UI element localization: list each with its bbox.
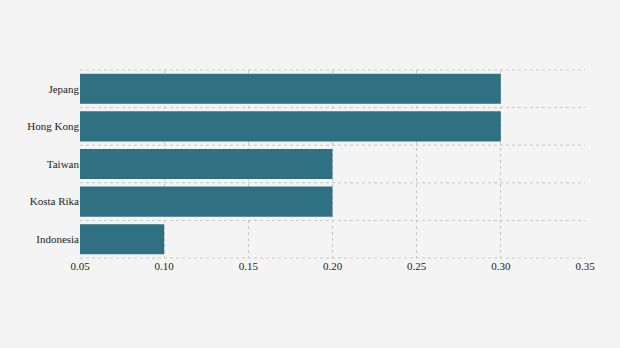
svg-text:0.05: 0.05	[70, 260, 90, 272]
svg-text:0.20: 0.20	[323, 260, 343, 272]
svg-text:0.15: 0.15	[239, 260, 259, 272]
svg-text:Kosta Rika: Kosta Rika	[30, 195, 79, 207]
svg-text:0.10: 0.10	[155, 260, 175, 272]
svg-text:Indonesia: Indonesia	[36, 233, 79, 245]
svg-text:Hong Kong: Hong Kong	[27, 120, 79, 132]
svg-text:Taiwan: Taiwan	[47, 158, 80, 170]
svg-text:0.35: 0.35	[575, 260, 595, 272]
svg-text:Jepang: Jepang	[48, 83, 79, 95]
svg-text:0.30: 0.30	[491, 260, 511, 272]
svg-text:0.25: 0.25	[407, 260, 427, 272]
